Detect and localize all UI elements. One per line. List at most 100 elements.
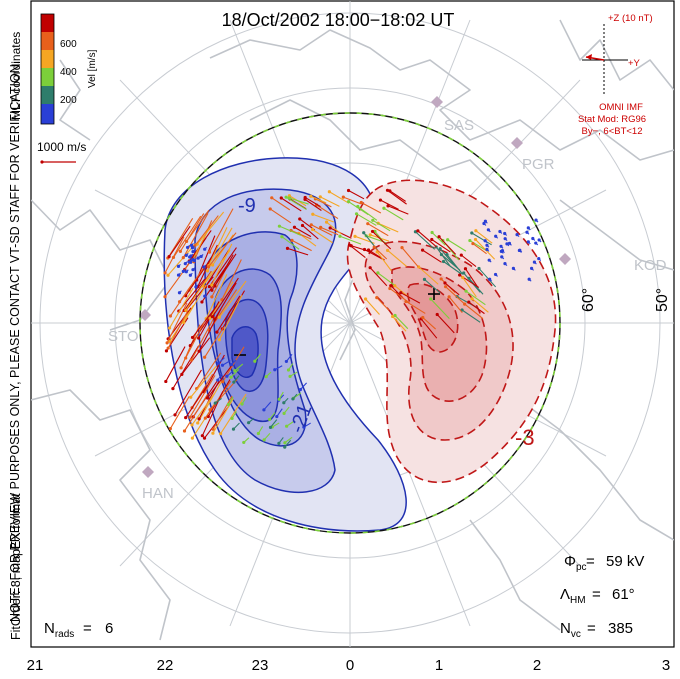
vector-origin-dot	[202, 436, 207, 440]
vector-origin-dot	[356, 204, 360, 209]
vector-origin-dot	[182, 429, 187, 433]
vector-origin-dot	[532, 260, 537, 264]
vector-origin-dot	[190, 423, 194, 427]
vector-origin-dot	[197, 349, 201, 353]
velocity-vector	[461, 309, 481, 323]
vector-origin-dot	[477, 266, 481, 271]
velocity-vector	[472, 243, 487, 255]
velocity-vector	[443, 261, 462, 275]
vector-origin-dot	[231, 427, 236, 431]
vector-origin-dot	[354, 212, 359, 216]
velocity-vector	[173, 215, 202, 258]
vector-origin-dot	[190, 436, 194, 440]
velocity-vector	[208, 227, 228, 266]
vector-origin-dot	[189, 395, 193, 399]
station-marker-sto	[139, 309, 151, 321]
vector-origin-dot	[327, 190, 331, 194]
velocity-vector	[169, 396, 190, 429]
vector-origin-dot	[207, 284, 211, 289]
vector-origin-dot	[203, 247, 207, 251]
vector-origin-dot	[163, 295, 167, 299]
velocity-vector	[190, 365, 217, 398]
vector-origin-dot	[210, 288, 214, 292]
vector-origin-dot	[181, 269, 185, 273]
velocity-vector	[281, 236, 300, 250]
velocity-vector	[373, 246, 388, 260]
vector-origin-dot	[220, 363, 225, 367]
velocity-vector	[310, 195, 327, 204]
velocity-vector	[218, 295, 243, 341]
velocity-vector	[390, 285, 404, 299]
phi-pc-eq: =	[586, 553, 595, 570]
vector-origin-dot	[280, 235, 284, 239]
vector-origin-dot	[341, 195, 345, 199]
coordinate-label: MLT coordinates	[9, 32, 23, 120]
velocity-vector	[270, 419, 278, 428]
vector-origin-dot	[217, 338, 221, 342]
vector-origin-dot	[217, 315, 221, 319]
mlt-tick-1: 1	[435, 657, 443, 674]
vector-origin-dot	[288, 374, 292, 378]
velocity-vector	[289, 197, 309, 205]
vector-origin-dot	[226, 403, 230, 407]
velocity-vector	[376, 251, 392, 272]
n-rads-value: 6	[105, 620, 113, 637]
vector-origin-dot	[184, 270, 188, 274]
vector-origin-dot	[458, 273, 462, 277]
vector-origin-dot	[188, 255, 192, 259]
fit-order-note: FitOrder: 8, mapEX format	[9, 493, 23, 640]
vector-origin-dot	[435, 312, 439, 317]
colorbar-unit-label: Vel [m/s]	[87, 49, 98, 88]
imf-model: Stat Mod: RG96	[578, 114, 646, 125]
velocity-vector	[205, 274, 228, 319]
velocity-vector	[441, 254, 461, 271]
velocity-vector	[164, 236, 185, 274]
vector-origin-dot	[167, 254, 171, 259]
velocity-vector	[405, 300, 426, 314]
vector-origin-dot	[279, 196, 283, 200]
velocity-vector	[320, 226, 339, 236]
velocity-vector	[471, 232, 492, 246]
vector-origin-dot	[171, 255, 176, 260]
vector-origin-dot	[499, 244, 503, 248]
vector-origin-dot	[498, 229, 502, 234]
velocity-vector	[168, 225, 191, 257]
velocity-vector	[201, 391, 224, 436]
vector-origin-dot	[485, 243, 489, 247]
vector-origin-dot	[324, 220, 329, 224]
vector-origin-dot	[164, 379, 168, 384]
station-marker-pgr	[511, 137, 523, 149]
velocity-vector	[401, 247, 419, 268]
velocity-vector	[329, 191, 350, 204]
velocity-vector	[431, 232, 446, 246]
station-marker-sas	[431, 96, 443, 108]
vector-origin-dot	[196, 256, 200, 260]
vector-origin-dot	[473, 237, 478, 242]
velocity-vector	[315, 198, 332, 208]
velocity-vector	[191, 224, 212, 261]
velocity-vector	[189, 375, 216, 418]
velocity-vector	[448, 296, 463, 314]
vector-origin-dot	[319, 225, 323, 229]
vector-origin-dot	[229, 375, 233, 379]
velocity-vector	[302, 225, 319, 240]
vector-origin-dot	[505, 242, 509, 246]
vector-origin-dot	[303, 197, 307, 201]
vector-origin-dot	[371, 218, 375, 222]
velocity-vector	[194, 215, 219, 247]
vector-origin-dot	[282, 401, 286, 405]
vector-origin-dot	[264, 375, 268, 379]
vector-origin-dot	[210, 315, 215, 319]
vector-origin-dot	[378, 198, 383, 202]
vector-origin-dot	[176, 273, 181, 277]
vector-origin-dot	[349, 244, 353, 248]
velocity-vector	[263, 401, 272, 411]
velocity-vector	[367, 223, 389, 237]
vector-origin-dot	[503, 237, 507, 241]
velocity-vector	[383, 207, 404, 221]
vector-origin-dot	[446, 238, 450, 242]
vector-origin-dot	[503, 231, 507, 236]
vector-origin-dot	[518, 248, 522, 252]
velocity-vector	[207, 365, 232, 399]
vector-origin-dot	[470, 297, 474, 301]
